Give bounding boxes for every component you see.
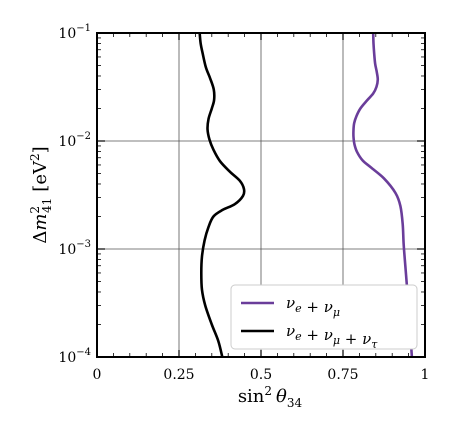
x-tick-label: 0.25: [163, 367, 194, 383]
x-tick-labels: 0 0.25 0.5 0.75 1: [93, 367, 430, 383]
y-tick-label: 10−4: [58, 347, 91, 366]
x-axis-label-sub: 34: [287, 396, 303, 410]
series-lines: [198, 32, 414, 358]
x-tick-label: 0.5: [250, 367, 272, 383]
plot-frame: [96, 32, 426, 358]
y-axis-label-delta: Δ: [30, 231, 51, 244]
legend-entries: νe + νμ νe + νμ + ντ: [241, 294, 378, 351]
series-line-0: [352, 32, 414, 358]
legend-box: [230, 284, 418, 350]
series-line-1: [198, 32, 246, 358]
x-tick-label: 0.75: [327, 367, 358, 383]
legend: νe + νμ νe + νμ + ντ: [230, 284, 418, 351]
x-tick-label: 1: [421, 367, 430, 383]
legend-label-1: νe + νμ + ντ: [286, 322, 378, 351]
y-axis-label-unit-open: [eV: [30, 160, 51, 192]
y-axis-label-sup: 2: [28, 206, 42, 214]
x-tick-label: 0: [93, 367, 102, 383]
x-axis-label-var: θ: [276, 386, 287, 407]
y-axis-label: Δm241[eV2]: [28, 146, 54, 243]
x-axis-label-sup: 2: [264, 384, 272, 398]
y-axis-label-var: m: [30, 214, 51, 231]
y-tick-labels: 10−4 10−3 10−2 10−1: [58, 23, 91, 366]
y-tick-label: 10−3: [58, 239, 91, 258]
y-tick-label: 10−1: [58, 23, 91, 42]
y-tick-label: 10−2: [58, 131, 91, 150]
x-axis-label: sin2 θ34: [238, 384, 303, 410]
x-axis-label-base: sin: [238, 386, 265, 407]
legend-label-0: νe + νμ: [286, 294, 340, 319]
y-axis-label-unit-sup: 2: [28, 153, 42, 161]
y-axis-label-unit-close: ]: [30, 146, 51, 153]
y-axis-label-sub: 41: [40, 198, 54, 213]
